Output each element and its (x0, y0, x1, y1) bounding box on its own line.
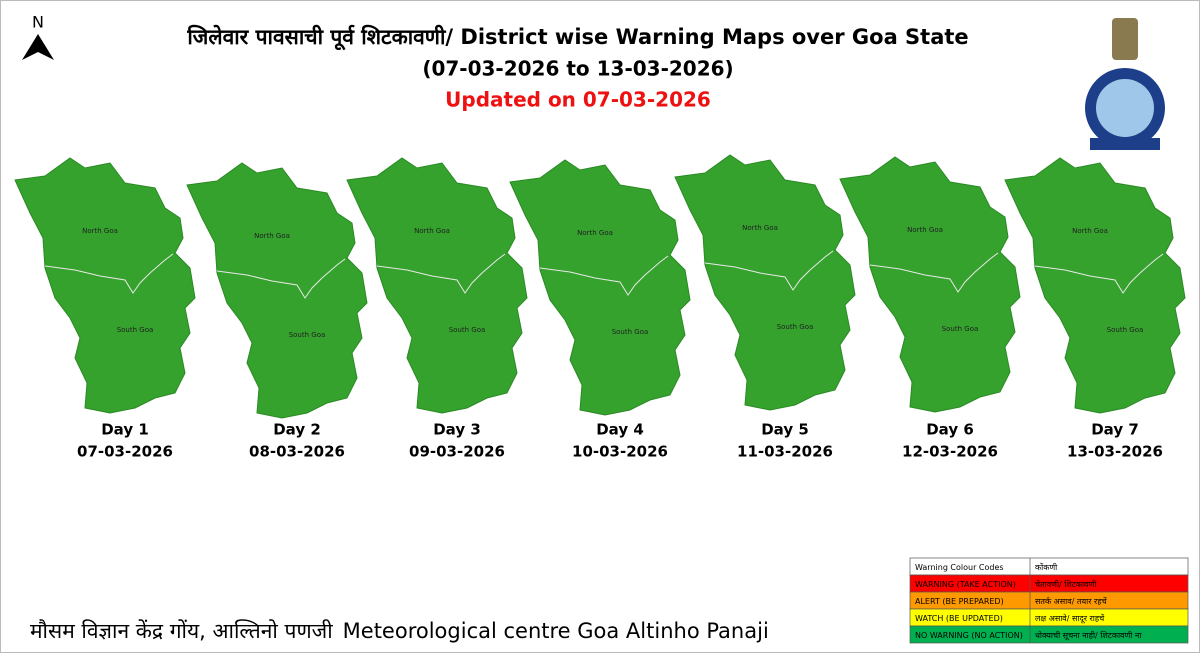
district-boundary (704, 250, 834, 291)
district-boundary (869, 252, 999, 293)
north-label: N (32, 13, 44, 32)
district-label: North Goa (82, 227, 118, 235)
district-map: North Goa South Goa (509, 159, 691, 416)
footer: मौसम विज्ञान केंद्र गोंय, आल्तिनो पणजी Me… (30, 619, 769, 643)
date-label: 07-03-2026 (77, 443, 173, 461)
district-label: South Goa (289, 331, 326, 339)
district-label: North Goa (742, 224, 778, 232)
district-boundary (44, 253, 174, 294)
state-outline (346, 157, 528, 414)
legend-code: WARNING (TAKE ACTION) (915, 580, 1016, 589)
district-boundary (216, 258, 346, 299)
day-label: Day 1 (101, 421, 149, 439)
footer-hindi: मौसम विज्ञान केंद्र गोंय, आल्तिनो पणजी (30, 619, 333, 643)
period: (07-03-2026 to 13-03-2026) (422, 57, 733, 81)
legend-code: Warning Colour Codes (915, 563, 1004, 572)
district-map: North Goa South Goa (839, 156, 1021, 413)
day-label: Day 3 (433, 421, 481, 439)
district-boundary (376, 253, 506, 294)
legend-konkani: सतर्क असाव/ तयार रहचें (1035, 596, 1108, 606)
district-label: South Goa (777, 323, 814, 331)
legend-konkani: धोक्याची सूचना नाही/ शिटकावणी ना (1035, 630, 1142, 641)
legend: Warning Colour Codes कोंकणी WARNING (TAKE … (909, 557, 1189, 644)
date-label: 12-03-2026 (902, 443, 998, 461)
updated: Updated on 07-03-2026 (445, 88, 711, 112)
district-label: South Goa (942, 325, 979, 333)
maps: North Goa South Goa Day 1 07-03-2026 North G… (14, 154, 1186, 461)
district-boundary (1034, 253, 1164, 294)
district-boundary (539, 255, 669, 296)
date-label: 13-03-2026 (1067, 443, 1163, 461)
state-outline (839, 156, 1021, 413)
title: जिलेवार पावसाची पूर्व शिटकावणी/ District… (186, 24, 968, 51)
district-label: North Goa (1072, 227, 1108, 235)
district-label: North Goa (907, 226, 943, 234)
district-map: North Goa South Goa (674, 154, 856, 411)
district-map: North Goa South Goa (186, 162, 368, 419)
district-label: South Goa (117, 326, 154, 334)
district-map: North Goa South Goa (1004, 157, 1186, 414)
district-label: South Goa (1107, 326, 1144, 334)
district-map: North Goa South Goa (346, 157, 528, 414)
day-label: Day 2 (273, 421, 321, 439)
legend-konkani: कोंकणी (1035, 562, 1058, 572)
day-label: Day 5 (761, 421, 809, 439)
district-label: North Goa (414, 227, 450, 235)
legend-konkani: चेतावणी/ शिटकावणी (1035, 579, 1097, 589)
day-label: Day 6 (926, 421, 974, 439)
date-label: 11-03-2026 (737, 443, 833, 461)
day-label: Day 4 (596, 421, 644, 439)
district-label: North Goa (254, 232, 290, 240)
legend-code: NO WARNING (NO ACTION) (915, 631, 1023, 640)
district-label: South Goa (449, 326, 486, 334)
state-outline (1004, 157, 1186, 414)
legend-code: WATCH (BE UPDATED) (915, 614, 1003, 623)
logo (1085, 18, 1165, 150)
state-outline (509, 159, 691, 416)
legend-konkani: लक्ष असावे/ सादूर राहचें (1035, 613, 1105, 624)
date-label: 08-03-2026 (249, 443, 345, 461)
legend-swatch (909, 625, 1189, 644)
district-map: North Goa South Goa (14, 157, 196, 414)
day-label: Day 7 (1091, 421, 1139, 439)
state-outline (186, 162, 368, 419)
district-label: North Goa (577, 229, 613, 237)
state-outline (14, 157, 196, 414)
date-label: 10-03-2026 (572, 443, 668, 461)
date-label: 09-03-2026 (409, 443, 505, 461)
legend-code: ALERT (BE PREPARED) (915, 597, 1004, 606)
north-arrow (22, 34, 54, 60)
state-outline (674, 154, 856, 411)
footer-english: Meteorological centre Goa Altinho Panaji (343, 619, 769, 643)
district-label: South Goa (612, 328, 649, 336)
